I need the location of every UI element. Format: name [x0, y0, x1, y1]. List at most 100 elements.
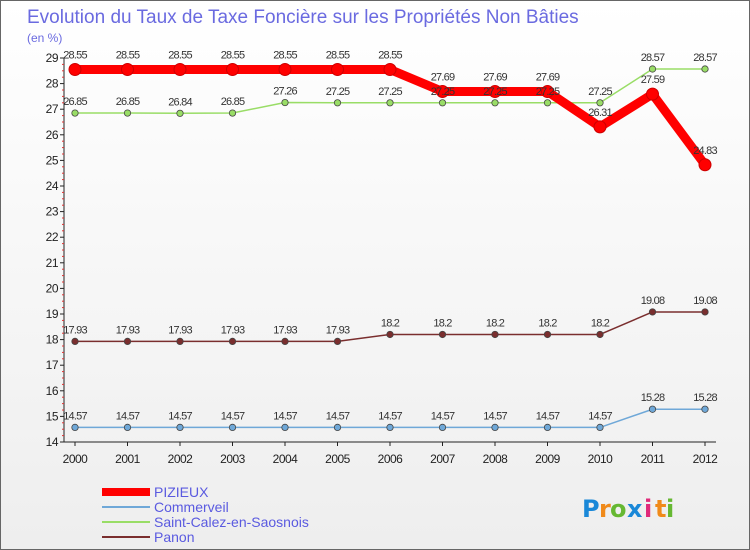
data-label: 14.57	[273, 410, 297, 422]
data-point	[593, 120, 607, 134]
data-label: 28.55	[63, 50, 87, 62]
data-point	[541, 85, 554, 99]
data-label: 27.25	[588, 86, 612, 98]
data-point	[226, 63, 239, 77]
data-point	[701, 405, 709, 413]
data-point	[173, 63, 187, 77]
y-tick-label: 25	[46, 153, 59, 167]
logo-letter: P	[582, 495, 600, 523]
data-point	[701, 65, 709, 73]
data-point	[281, 423, 289, 432]
data-label: 14.57	[431, 410, 455, 422]
data-point	[123, 109, 132, 117]
data-point	[698, 158, 712, 172]
data-point	[488, 85, 502, 99]
data-label: 15.28	[693, 392, 717, 404]
y-tick-label: 20	[46, 281, 59, 295]
data-point	[281, 337, 289, 345]
legend-label: Saint-Calez-en-Saosnois	[154, 514, 309, 530]
data-label: 17.93	[116, 324, 140, 336]
data-label: 27.25	[483, 86, 507, 98]
data-label: 27.69	[431, 72, 455, 84]
data-point	[333, 423, 342, 432]
x-tick-label: 2002	[168, 452, 194, 466]
logo-letter: i	[666, 495, 674, 523]
data-label: 18.2	[433, 317, 452, 329]
data-point	[646, 87, 659, 101]
logo-letter: r	[599, 495, 611, 523]
data-label: 17.93	[221, 324, 245, 336]
legend-label: PIZIEUX	[154, 484, 209, 500]
data-point	[648, 405, 657, 413]
data-label: 28.55	[168, 50, 192, 62]
data-point	[71, 423, 79, 432]
data-label: 26.85	[63, 96, 87, 108]
data-label: 26.85	[116, 96, 140, 108]
logo-letter: x	[627, 495, 643, 523]
data-label: 28.55	[221, 50, 245, 62]
y-tick-label: 23	[46, 205, 59, 219]
logo-letter: t	[655, 495, 666, 523]
data-label: 26.84	[168, 96, 192, 108]
data-point	[386, 423, 394, 432]
data-label: 17.93	[168, 324, 192, 336]
x-tick-label: 2007	[430, 452, 456, 466]
data-point	[331, 63, 344, 77]
data-label: 28.57	[693, 52, 717, 64]
data-label: 14.57	[483, 410, 507, 422]
data-point	[491, 99, 499, 107]
data-point	[228, 423, 237, 432]
data-label: 27.69	[536, 72, 560, 84]
data-point	[121, 63, 134, 77]
x-tick-label: 2011	[641, 452, 666, 466]
data-label: 17.93	[273, 324, 297, 336]
data-label: 17.93	[326, 324, 350, 336]
data-label: 26.85	[221, 96, 245, 108]
x-tick-label: 2003	[220, 452, 246, 466]
data-point	[123, 423, 132, 432]
data-label: 17.93	[63, 324, 87, 336]
data-label: 14.57	[536, 410, 560, 422]
data-point	[438, 99, 447, 107]
data-label: 28.55	[273, 50, 297, 62]
plot-area	[68, 63, 712, 432]
data-label: 18.2	[538, 317, 557, 329]
x-tick-label: 2010	[588, 452, 614, 466]
data-label: 19.08	[693, 295, 717, 307]
data-label: 19.08	[641, 295, 665, 307]
data-point	[68, 63, 82, 77]
data-label: 28.55	[326, 50, 350, 62]
data-point	[438, 330, 447, 339]
data-point	[386, 330, 394, 339]
data-point	[596, 330, 604, 339]
data-label: 18.2	[486, 317, 505, 329]
data-point	[383, 63, 397, 77]
data-label: 27.59	[641, 74, 665, 86]
x-tick-label: 2008	[483, 452, 509, 466]
data-labels: 14.57 14.57 14.57 14.57 14.57 14.57 14.57 14.57…	[63, 50, 718, 423]
chart-title: Evolution du Taux de Taxe Foncière sur l…	[27, 7, 579, 28]
data-point	[71, 337, 79, 345]
data-label: 26.31	[588, 107, 612, 119]
y-tick-label: 28	[46, 77, 59, 91]
data-label: 14.57	[221, 410, 245, 422]
data-label: 14.57	[588, 410, 612, 422]
axes: 14 15 16 17 18 19 20 21 22 23 24 25 26 27 28 29 2000 2001…	[46, 51, 719, 466]
y-tick-label: 29	[46, 51, 59, 65]
y-tick-label: 14	[46, 435, 59, 449]
y-tick-label: 22	[46, 230, 59, 244]
data-point	[278, 63, 292, 77]
data-label: 28.55	[378, 50, 402, 62]
logo-letter: i	[644, 495, 652, 523]
data-point	[71, 109, 79, 117]
data-label: 24.83	[693, 145, 717, 157]
data-point	[386, 99, 394, 107]
y-tick-label: 24	[46, 179, 59, 193]
x-tick-label: 2006	[378, 452, 404, 466]
legend-label: Commerveil	[154, 499, 229, 515]
data-label: 14.57	[326, 410, 350, 422]
data-label: 27.25	[536, 86, 560, 98]
x-tick-label: 2001	[115, 452, 141, 466]
